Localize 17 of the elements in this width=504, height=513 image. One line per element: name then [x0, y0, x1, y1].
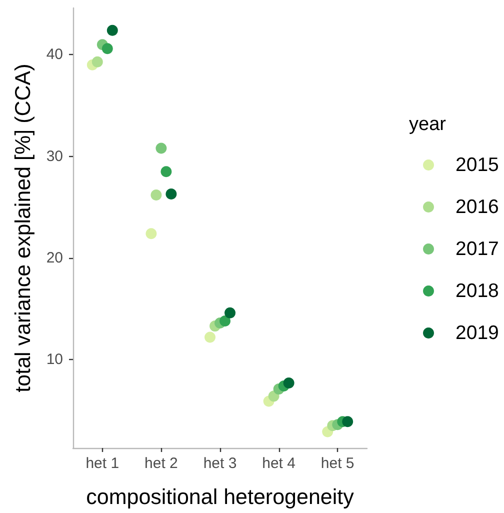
y-axis-title: total variance explained [%] (CCA): [11, 64, 35, 392]
x-tick-label: het 5: [320, 455, 354, 472]
x-tick-label: het 4: [262, 455, 296, 472]
legend-label: 2019: [456, 322, 499, 344]
legend-label: 2015: [456, 154, 500, 176]
legend-label: 2016: [456, 196, 499, 218]
y-tick-label: 40: [46, 46, 63, 64]
x-tick-label: het 3: [203, 455, 237, 472]
legend-title: year: [409, 114, 447, 135]
x-axis-title: compositional heterogeneity: [86, 485, 354, 509]
legend-label: 2018: [456, 280, 499, 302]
y-tick-label: 30: [46, 148, 63, 165]
x-tick-label: het 2: [144, 455, 178, 472]
y-tick-label: 10: [46, 351, 63, 368]
y-tick-label: 20: [46, 249, 63, 266]
x-tick-label: het 1: [86, 455, 120, 472]
legend-label: 2017: [456, 238, 499, 260]
